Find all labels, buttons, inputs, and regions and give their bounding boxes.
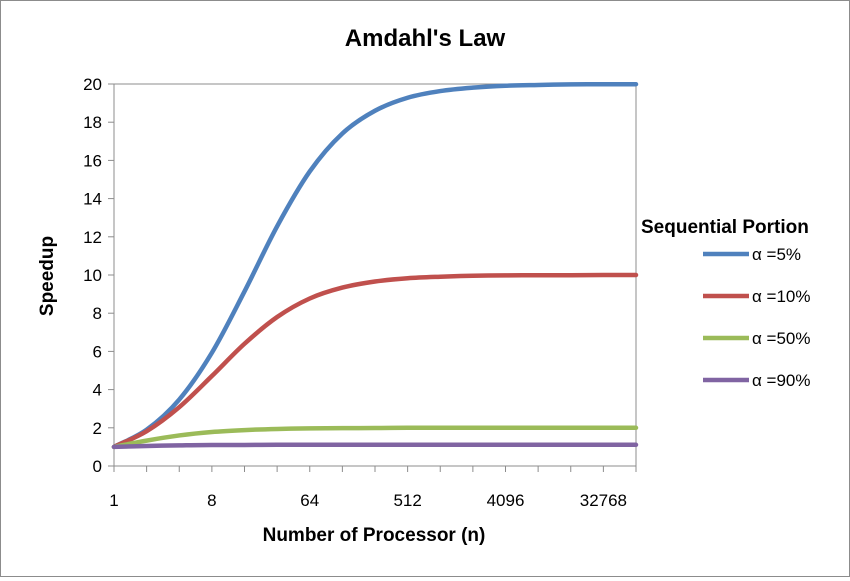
x-tick-label: 1 — [109, 491, 118, 510]
legend: Sequential Portion α =5% α =10% α =50% α =9… — [641, 217, 811, 390]
x-axis-label: Number of Processor (n) — [263, 525, 486, 546]
x-tick-label: 64 — [300, 491, 319, 510]
y-axis-label: Speedup — [37, 236, 58, 316]
series-line-1 — [111, 81, 639, 450]
x-tick-label: 32768 — [580, 491, 627, 510]
legend-label: α =5% — [752, 245, 801, 264]
y-tick-label: 6 — [93, 342, 102, 361]
legend-label: α =90% — [752, 371, 811, 390]
series-line-2 — [111, 272, 639, 450]
x-tick-label: 4096 — [487, 491, 525, 510]
series-lines — [111, 81, 639, 450]
y-tick-label: 14 — [83, 190, 102, 209]
chart-title: Amdahl's Law — [345, 25, 506, 52]
legend-label: α =50% — [752, 329, 811, 348]
series-line-4 — [111, 442, 639, 450]
y-tick-label: 12 — [83, 228, 102, 247]
y-tick-label: 18 — [83, 113, 102, 132]
x-axis-ticks: 1 8 64 512 4096 32768 — [109, 466, 637, 510]
y-tick-label: 8 — [93, 304, 102, 323]
y-tick-label: 20 — [83, 75, 102, 94]
y-tick-label: 16 — [83, 151, 102, 170]
legend-label: α =10% — [752, 287, 811, 306]
y-tick-label: 10 — [83, 266, 102, 285]
y-tick-label: 2 — [93, 419, 102, 438]
y-tick-label: 4 — [93, 381, 102, 400]
x-tick-label: 8 — [207, 491, 216, 510]
y-tick-label: 0 — [93, 457, 102, 476]
x-tick-label: 512 — [393, 491, 421, 510]
y-axis-ticks: 0 2 4 6 8 10 12 14 16 18 20 — [83, 75, 114, 476]
legend-title: Sequential Portion — [641, 217, 809, 238]
series-line-3 — [111, 425, 639, 450]
